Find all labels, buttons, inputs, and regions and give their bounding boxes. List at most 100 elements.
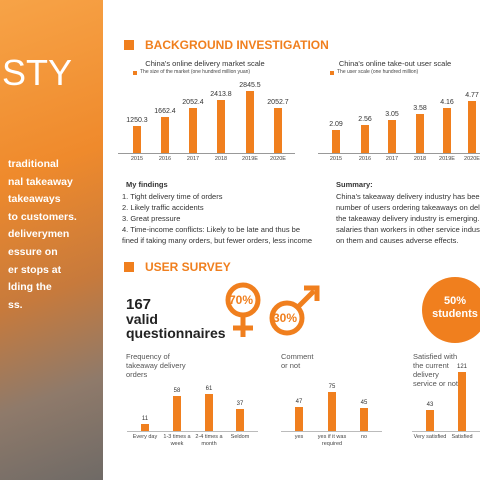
finding-line: 3. Great pressure xyxy=(122,214,181,223)
left-text: traditional xyxy=(8,158,59,170)
summary-line: number of users ordering takeaways on de… xyxy=(336,203,480,212)
male-icon xyxy=(304,285,320,301)
section-heading: USER SURVEY xyxy=(145,260,231,274)
students-share: 50% xyxy=(443,295,467,307)
axis-line xyxy=(127,431,258,432)
value-label: 2413.8 xyxy=(210,91,232,99)
summary-line: China's takeaway delivery industry has b… xyxy=(336,192,480,201)
bar xyxy=(416,113,424,153)
value-label: 11 xyxy=(141,416,149,423)
summary-title: Summary: xyxy=(336,180,373,189)
left-title: STY xyxy=(2,52,73,93)
bar xyxy=(295,406,303,431)
heading-icon xyxy=(124,40,134,50)
category-label: 2016 xyxy=(358,156,372,162)
value-label: 121 xyxy=(456,364,467,370)
bar xyxy=(458,372,466,431)
category-label: 2019E xyxy=(439,156,455,162)
category-label: 2016 xyxy=(158,156,172,162)
bar xyxy=(246,91,254,153)
category-label: Satisfied xyxy=(451,434,473,440)
left-text: nal takeaway xyxy=(8,175,73,188)
value-label: 1250.3 xyxy=(126,116,148,124)
value-label: 4.77 xyxy=(465,92,479,99)
legend-text: The user scale (one hundred million) xyxy=(337,69,419,75)
left-text: to customers. xyxy=(8,210,77,223)
students-label: students xyxy=(432,308,478,320)
left-text: essure on xyxy=(8,246,58,258)
summary-line: the takeaway delivery industry is emergi… xyxy=(336,214,480,223)
axis-line xyxy=(118,153,295,154)
finding-line: 2. Likely traffic accidents xyxy=(122,203,204,212)
category-label: 2020E xyxy=(270,156,286,162)
heading-icon xyxy=(124,262,134,272)
axis-line xyxy=(281,431,382,432)
category-label: 2-4 times a month xyxy=(195,434,223,447)
bar xyxy=(468,101,476,153)
category-label: Very satisfied xyxy=(413,434,447,440)
section-heading: BACKGROUND INVESTIGATION xyxy=(145,38,329,52)
left-text: deliverymen xyxy=(8,228,70,241)
count-label: questionnaires xyxy=(126,325,226,341)
value-label: 2052.4 xyxy=(182,99,204,107)
left-text: lding the xyxy=(8,281,52,294)
count: 167 xyxy=(126,296,152,313)
category-label: 2015 xyxy=(329,156,343,162)
bar xyxy=(360,407,368,431)
category-label: 2020E xyxy=(464,156,480,162)
value-label: 3.58 xyxy=(413,104,427,112)
left-text: takeaways xyxy=(8,193,61,206)
category-label: Every day xyxy=(132,434,158,440)
chart-title: Frequency of takeaway delivery orders xyxy=(126,352,186,379)
finding-line: 1. Tight delivery time of orders xyxy=(122,192,223,201)
bar xyxy=(274,108,282,153)
chart-title: China's online take-out user scale xyxy=(338,59,452,68)
male-icon xyxy=(296,289,316,309)
findings-title: My findings xyxy=(126,180,168,189)
bar xyxy=(426,410,434,431)
category-label: 2015 xyxy=(130,156,144,162)
bar xyxy=(189,108,197,153)
bar xyxy=(173,395,181,431)
bar xyxy=(361,125,369,153)
value-label: 4.16 xyxy=(440,98,454,106)
category-label: 2017 xyxy=(186,156,200,162)
legend-swatch xyxy=(330,71,334,75)
category-label: yes xyxy=(294,434,304,440)
category-label: no xyxy=(360,434,368,440)
gender-icons xyxy=(225,282,320,337)
value-label: 2.56 xyxy=(358,116,372,124)
value-label: 61 xyxy=(205,386,213,392)
left-text: er stops at xyxy=(8,263,62,276)
summary-line: on them and causes adverse effects. xyxy=(336,236,459,245)
category-label: 2017 xyxy=(385,156,399,162)
value-label: 2.09 xyxy=(329,121,343,129)
value-label: 3.05 xyxy=(385,110,399,118)
value-label: 2845.5 xyxy=(239,82,261,89)
bar xyxy=(205,394,213,431)
value-label: 43 xyxy=(426,402,434,409)
category-label: 2019E xyxy=(242,156,258,162)
value-label: 37 xyxy=(236,400,244,407)
chart-title: Comment or not xyxy=(281,352,314,370)
chart-title: Satisfied with the current delivery serv… xyxy=(413,352,459,388)
axis-line xyxy=(318,153,480,154)
bar xyxy=(217,100,225,153)
summary-line: salaries than workers in other service i… xyxy=(336,225,480,234)
left-panel: STY traditional nal takeaway takeaways to c… xyxy=(0,0,103,480)
value-label: 1662.4 xyxy=(154,107,176,115)
chart-title: China's online delivery market scale xyxy=(145,59,265,68)
bar xyxy=(141,424,149,431)
category-label: 2018 xyxy=(413,156,427,162)
legend-text: The size of the market (one hundred mill… xyxy=(140,69,251,75)
female-share: 70% xyxy=(229,293,254,307)
legend-swatch xyxy=(133,71,137,75)
category-label: 2018 xyxy=(214,156,228,162)
axis-line xyxy=(412,431,480,432)
bar xyxy=(332,130,340,153)
category-label: Seldom xyxy=(230,434,250,440)
students-circle xyxy=(422,277,480,343)
value-label: 75 xyxy=(328,384,336,390)
category-label: 1-3 times a week xyxy=(163,434,191,447)
bar xyxy=(236,408,244,431)
